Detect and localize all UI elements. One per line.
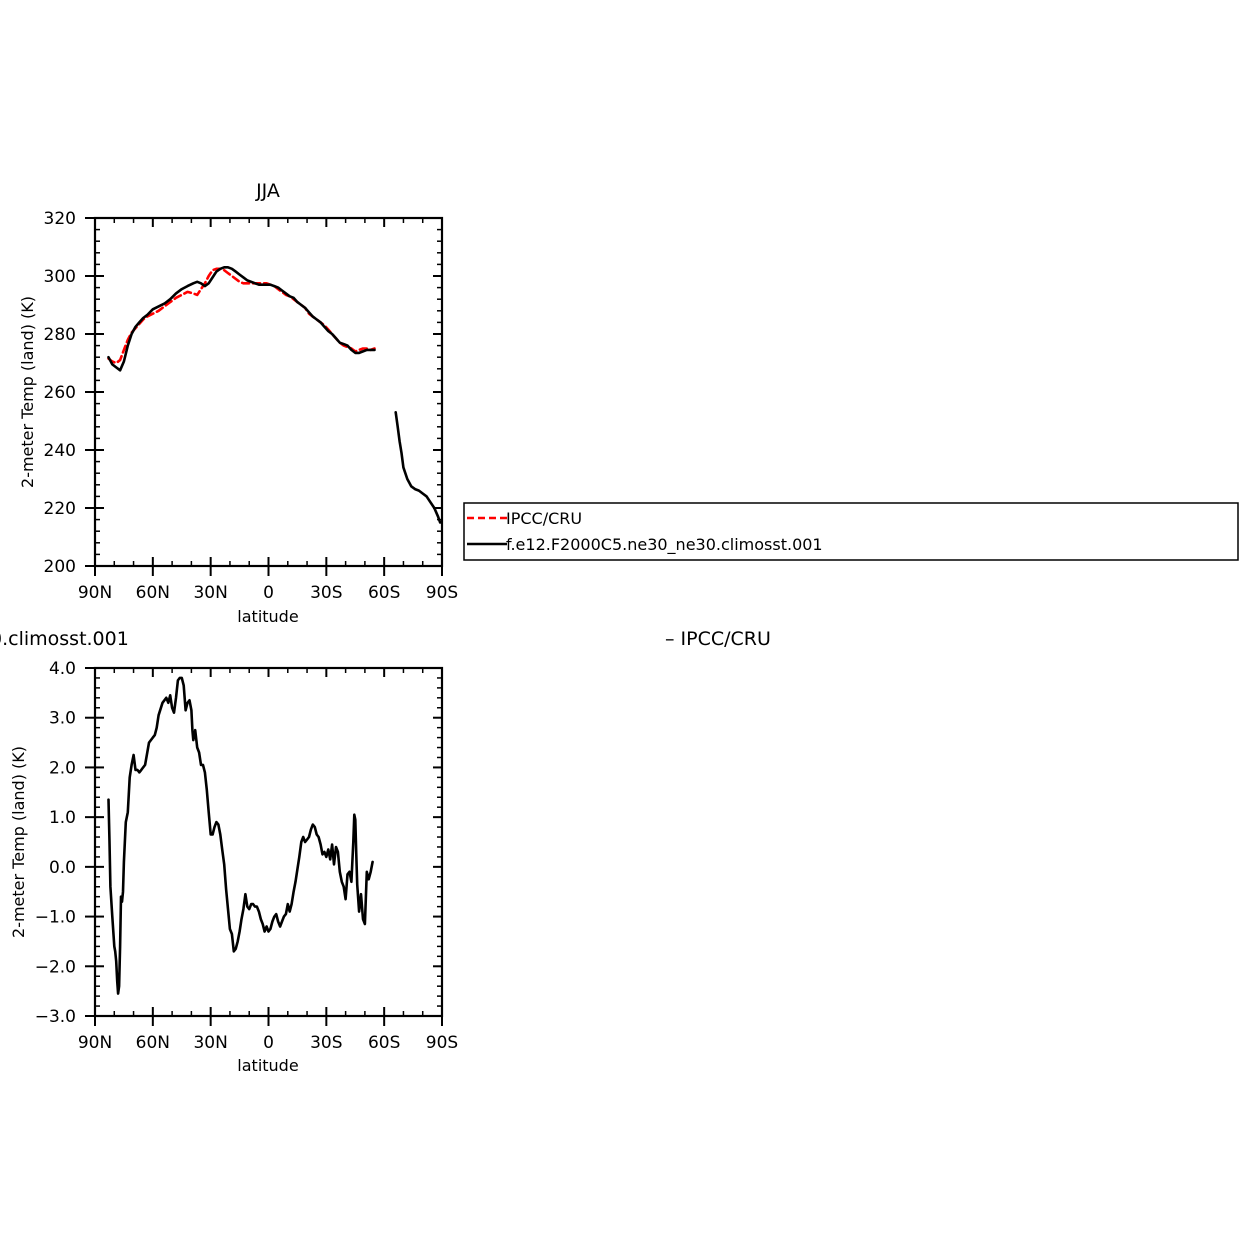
x-tick-label: 90S [426, 1033, 458, 1053]
axis-ticks [85, 667, 443, 1026]
x-tick-label: 90N [78, 583, 112, 603]
x-tick-labels: 90N 60N 30N 0 30S 60S 90S [78, 1033, 458, 1053]
y-tick-label: 320 [44, 209, 76, 229]
y-tick-label: 0.0 [49, 858, 76, 878]
y-tick-label: 2.0 [49, 758, 76, 778]
series-line-2-segment-2 [394, 410, 442, 524]
y-tick-label: 1.0 [49, 808, 76, 828]
legend-label-model: f.e12.F2000C5.ne30_ne30.climosst.001 [506, 535, 823, 555]
x-tick-label: 90S [426, 583, 458, 603]
series-line-2-segment-1 [107, 265, 376, 372]
difference-right-title: – IPCC/CRU [665, 628, 771, 650]
x-axis-label: latitude [237, 1056, 298, 1075]
y-tick-label: 240 [44, 441, 76, 461]
y-tick-label: 4.0 [49, 659, 76, 679]
x-tick-labels: 90N 60N 30N 0 30S 60S 90S [78, 583, 458, 603]
y-tick-label: 3.0 [49, 709, 76, 729]
plot-lines [107, 265, 442, 524]
y-axis-label: 2-meter Temp (land) (K) [9, 746, 28, 938]
y-tick-label: −3.0 [35, 1007, 76, 1027]
y-tick-labels: 200 220 240 260 280 300 320 [44, 209, 76, 577]
y-tick-label: 220 [44, 499, 76, 519]
x-tick-label: 0 [263, 583, 274, 603]
y-tick-label: 200 [44, 557, 76, 577]
x-tick-label: 30N [193, 583, 227, 603]
legend-label-ipcc: IPCC/CRU [506, 509, 582, 528]
x-tick-label: 30S [310, 583, 342, 603]
x-axis-label: latitude [237, 607, 298, 626]
x-tick-label: 60N [136, 1033, 170, 1053]
difference-panel: 0.climosst.001 – IPCC/CRU 90N 60N 30N 0 30S 6… [0, 628, 771, 1075]
y-tick-label: 300 [44, 267, 76, 287]
x-tick-label: 30N [193, 1033, 227, 1053]
plot-lines [107, 676, 374, 995]
difference-left-title: 0.climosst.001 [0, 628, 129, 650]
x-tick-label: 60S [368, 1033, 400, 1053]
x-tick-label: 60S [368, 583, 400, 603]
y-axis-label: 2-meter Temp (land) (K) [18, 296, 37, 488]
series-line-1-segment-1 [107, 676, 374, 995]
x-tick-label: 30S [310, 1033, 342, 1053]
y-tick-labels: −3.0 −2.0 −1.0 0.0 1.0 2.0 3.0 4.0 [35, 659, 76, 1027]
x-tick-label: 90N [78, 1033, 112, 1053]
x-tick-label: 60N [136, 583, 170, 603]
zonal-mean-panel: JJA 90N 60N 30N 0 30S 60S 90S 200 220 240 260 280 3… [18, 180, 458, 626]
y-tick-label: −2.0 [35, 957, 76, 977]
axis-ticks [85, 217, 443, 576]
x-tick-label: 0 [263, 1033, 274, 1053]
y-tick-label: −1.0 [35, 908, 76, 928]
legend-box [463, 502, 1239, 561]
y-tick-label: 280 [44, 325, 76, 345]
chart-title: JJA [255, 180, 280, 202]
y-tick-label: 260 [44, 383, 76, 403]
legend: IPCC/CRU f.e12.F2000C5.ne30_ne30.climoss… [463, 502, 1239, 561]
